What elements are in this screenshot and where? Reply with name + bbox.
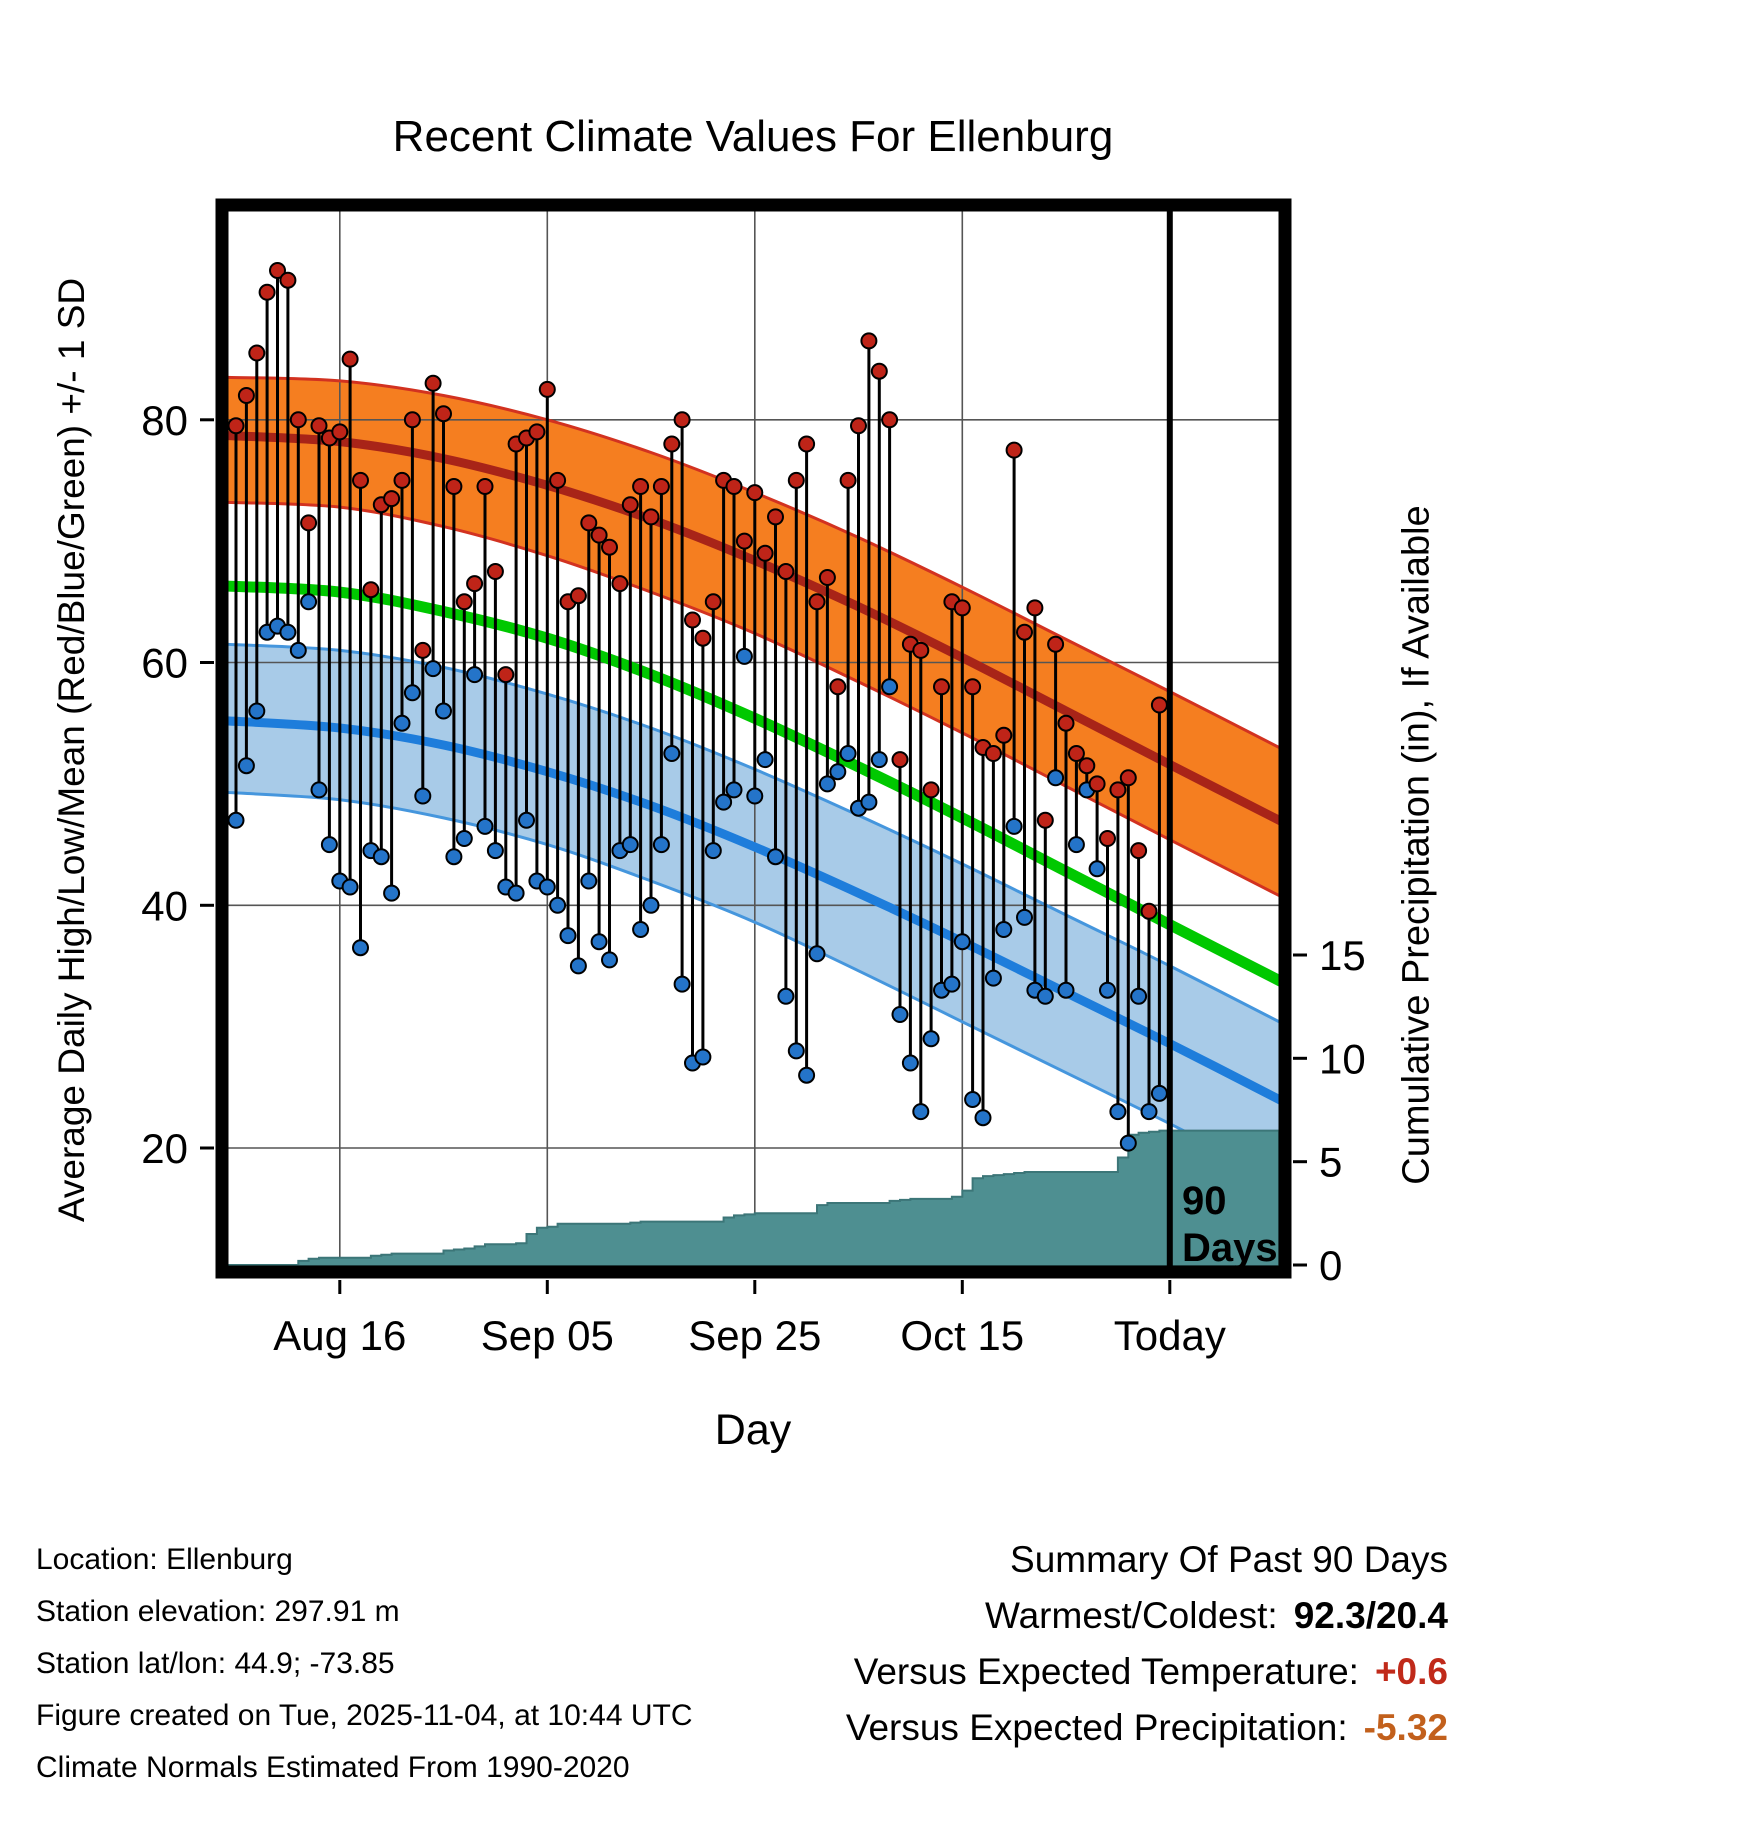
svg-text:40: 40 [141, 882, 188, 929]
meta-latlon: Station lat/lon: 44.9; -73.85 [36, 1647, 395, 1680]
svg-text:60: 60 [141, 640, 188, 687]
summary-title: Summary Of Past 90 Days [1010, 1539, 1448, 1580]
annotation-value: 90 [1182, 1179, 1227, 1223]
chart-title: Recent Climate Values For Ellenburg [392, 112, 1114, 161]
x-axis-label: Day [714, 1406, 792, 1454]
summary-panel: Summary Of Past 90 Days Warmest/Coldest:… [846, 1532, 1448, 1756]
svg-text:5: 5 [1319, 1139, 1342, 1186]
meta-normals: Climate Normals Estimated From 1990-2020 [36, 1751, 630, 1784]
svg-text:0: 0 [1319, 1242, 1342, 1289]
y-axis-right-label: Cumulative Precipitation (in), If Availa… [1395, 505, 1438, 1185]
summary-label: Warmest/Coldest: [985, 1595, 1278, 1636]
summary-row-vs-temperature: Versus Expected Temperature: +0.6 [846, 1644, 1448, 1700]
ninety-days-annotation: 90 Days [1182, 1178, 1278, 1272]
summary-value-vs-temperature: +0.6 [1374, 1651, 1448, 1692]
svg-text:80: 80 [141, 397, 188, 444]
svg-text:Oct 15: Oct 15 [900, 1312, 1024, 1359]
meta-elevation: Station elevation: 297.91 m [36, 1595, 400, 1628]
svg-text:Aug 16: Aug 16 [273, 1312, 406, 1359]
svg-text:20: 20 [141, 1125, 188, 1172]
meta-created: Figure created on Tue, 2025-11-04, at 10… [36, 1699, 693, 1732]
y-axis-left-label: Average Daily High/Low/Mean (Red/Blue/Gr… [51, 277, 92, 1223]
svg-text:Sep 05: Sep 05 [481, 1312, 614, 1359]
summary-label: Versus Expected Precipitation: [845, 1707, 1348, 1748]
annotation-unit: Days [1182, 1226, 1278, 1270]
summary-row-warmest-coldest: Warmest/Coldest: 92.3/20.4 [846, 1588, 1448, 1644]
svg-text:Today: Today [1114, 1312, 1226, 1359]
svg-text:15: 15 [1319, 932, 1366, 979]
figure-metadata: Location: Ellenburg Station elevation: 2… [36, 1534, 693, 1794]
svg-text:10: 10 [1319, 1035, 1366, 1082]
summary-label: Versus Expected Temperature: [853, 1651, 1359, 1692]
meta-location: Location: Ellenburg [36, 1543, 293, 1576]
summary-row-vs-precipitation: Versus Expected Precipitation: -5.32 [846, 1700, 1448, 1756]
summary-value-vs-precipitation: -5.32 [1363, 1707, 1448, 1748]
svg-text:Sep 25: Sep 25 [688, 1312, 821, 1359]
summary-value-warmest-coldest: 92.3/20.4 [1293, 1595, 1448, 1636]
